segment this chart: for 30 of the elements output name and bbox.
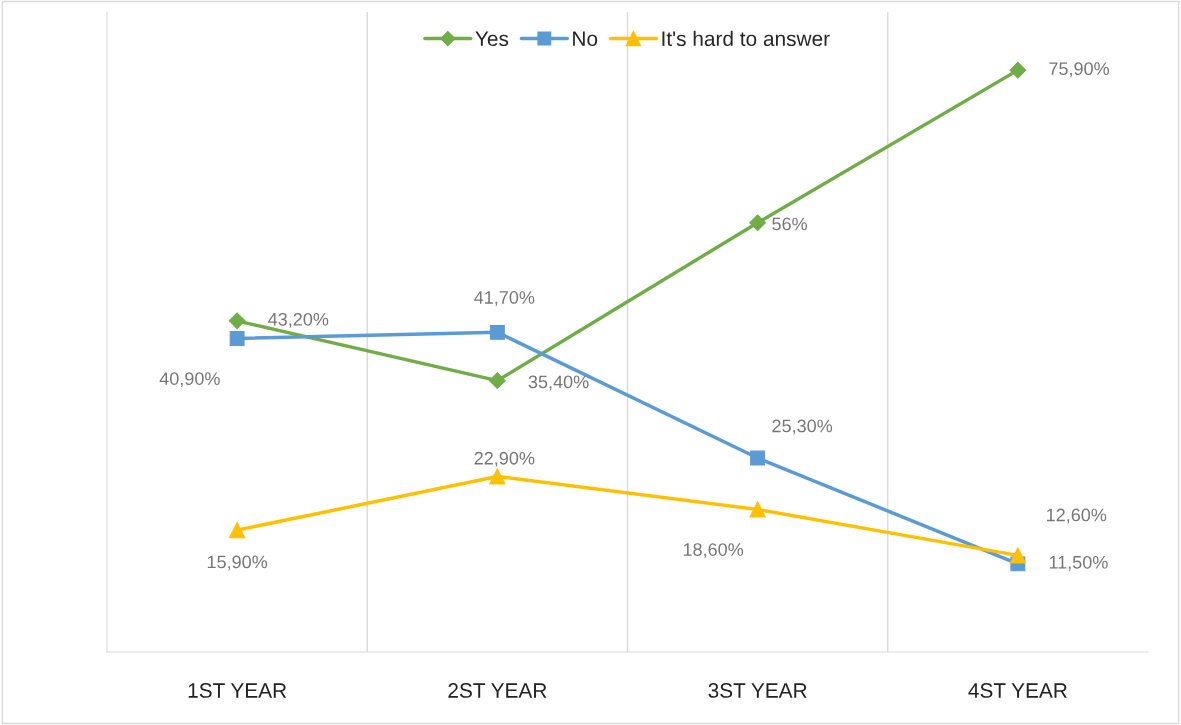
x-tick-label: 4ST YEAR — [968, 683, 1067, 698]
data-label: 15,90% — [207, 555, 268, 571]
data-label: 25,30% — [772, 419, 833, 435]
point — [228, 312, 246, 330]
data-label: 18,60% — [683, 543, 744, 559]
point — [229, 331, 245, 346]
legend-label: No — [573, 31, 598, 47]
legend-label: Yes — [475, 31, 509, 47]
data-label: 43,20% — [268, 312, 329, 328]
point — [489, 324, 505, 340]
legend-label: It's hard to answer — [662, 30, 830, 47]
point — [749, 501, 766, 518]
point — [489, 468, 506, 485]
point — [1009, 61, 1027, 79]
data-label: 75,90% — [1049, 62, 1110, 78]
data-label: 41,70% — [474, 291, 535, 306]
x-tick-label: 1ST YEAR — [188, 683, 287, 698]
data-label: 22,90% — [474, 451, 535, 467]
point — [489, 372, 506, 390]
point — [750, 450, 766, 466]
data-label: 56% — [772, 217, 808, 231]
data-label: 35,40% — [528, 375, 589, 391]
point — [228, 521, 246, 539]
data-label: 11,50% — [1049, 555, 1108, 571]
data-label: 40,90% — [159, 372, 220, 388]
x-tick-label: 3ST YEAR — [708, 683, 807, 698]
point — [749, 214, 766, 232]
point — [1009, 547, 1027, 564]
x-tick-label: 2ST YEAR — [448, 683, 547, 698]
data-label: 12,60% — [1047, 508, 1107, 524]
